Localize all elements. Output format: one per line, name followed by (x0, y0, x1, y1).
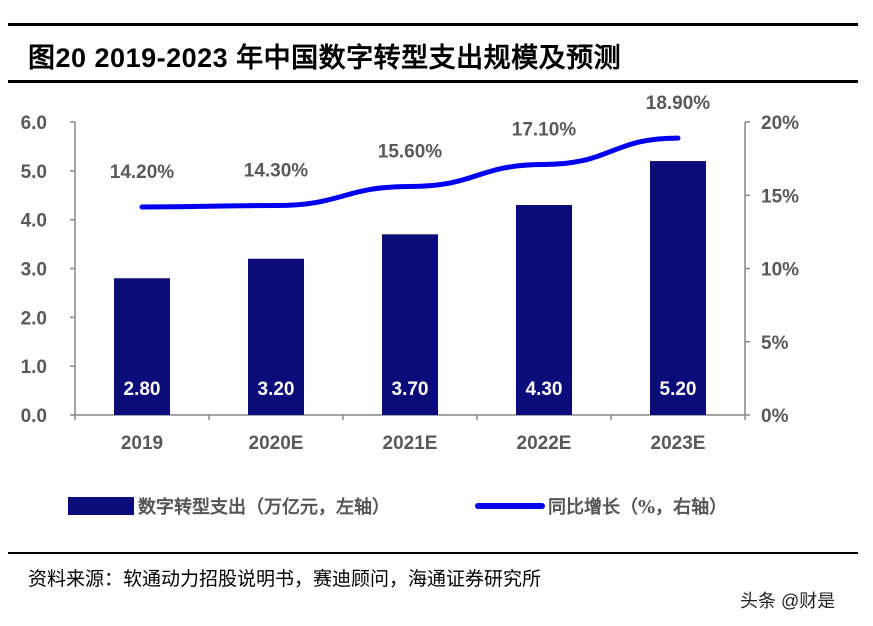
bar (248, 258, 304, 415)
left-tick-label: 6.0 (21, 113, 47, 134)
line-data-label: 15.60% (378, 141, 443, 162)
left-tick-label: 5.0 (21, 162, 47, 183)
bar-data-label: 5.20 (660, 379, 697, 400)
x-tick-label: 2020E (249, 433, 304, 454)
bar (114, 278, 170, 415)
right-tick-label: 20% (761, 113, 799, 134)
right-tick-label: 10% (761, 260, 799, 281)
bar (516, 205, 572, 415)
legend-bar-swatch (68, 497, 134, 515)
bar-data-label: 4.30 (526, 379, 563, 400)
line-data-label: 14.30% (244, 161, 309, 182)
right-tick-label: 0% (761, 406, 789, 427)
left-tick-label: 3.0 (21, 260, 47, 281)
bar-data-label: 3.70 (392, 379, 429, 400)
watermark: 头条 @财是 (740, 591, 836, 611)
right-tick-label: 5% (761, 333, 789, 354)
bar-data-label: 2.80 (124, 379, 161, 400)
line-data-label: 18.90% (646, 93, 711, 114)
source-rule (8, 552, 858, 554)
chart-svg: 0.0 1.0 2.0 3.0 4.0 5.0 6.0 0% 5% 10% 15% 20% 2019 20… (21, 93, 800, 518)
chart-title: 图20 2019-2023 年中国数字转型支出规模及预测 (28, 43, 622, 73)
bar-data-label: 3.20 (258, 379, 295, 400)
x-tick-label: 2019 (121, 433, 163, 454)
legend-bar-label: 数字转型支出（万亿元，左轴） (138, 496, 390, 518)
line-data-label: 14.20% (110, 162, 175, 183)
bar (650, 161, 706, 415)
left-tick-label: 1.0 (21, 357, 47, 378)
growth-line (139, 135, 681, 210)
x-tick-label: 2023E (651, 433, 706, 454)
x-tick-label: 2021E (383, 433, 438, 454)
source-note: 资料来源：软通动力招股说明书，赛迪顾问，海通证券研究所 (28, 568, 542, 590)
bar (382, 234, 438, 415)
left-tick-label: 4.0 (21, 211, 47, 232)
title-rule (8, 80, 858, 83)
line-data-label: 17.10% (512, 119, 577, 140)
top-rule (8, 23, 858, 26)
left-tick-label: 2.0 (21, 308, 47, 329)
right-tick-label: 15% (761, 186, 799, 207)
x-tick-label: 2022E (517, 433, 572, 454)
left-tick-label: 0.0 (21, 406, 47, 427)
legend-line-label: 同比增长（%，右轴） (548, 496, 727, 518)
